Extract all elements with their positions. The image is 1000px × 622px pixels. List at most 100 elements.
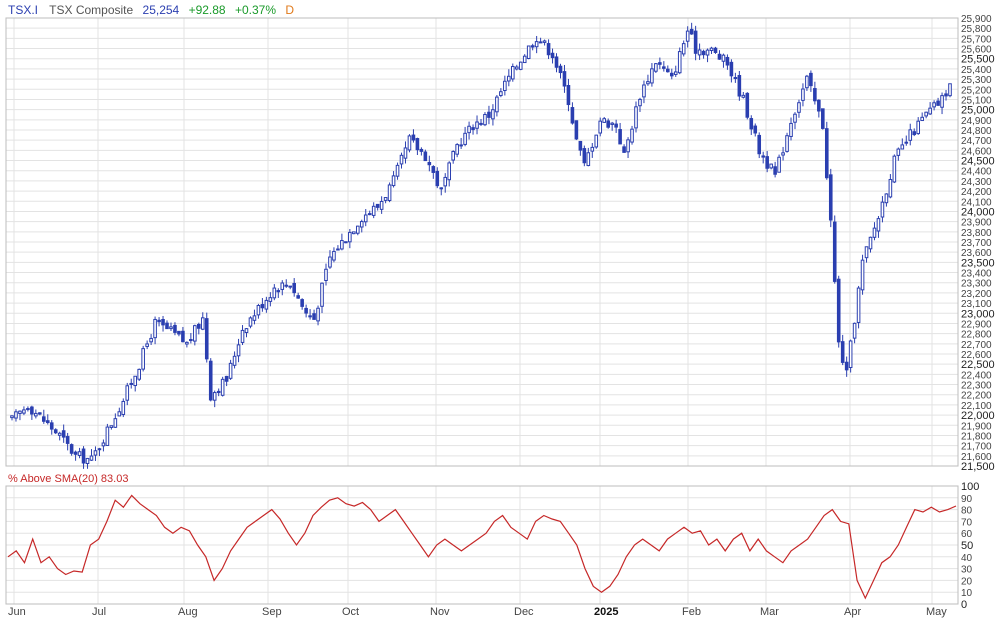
- indicator-tick-label: 50: [961, 540, 973, 552]
- candle-down: [717, 53, 722, 60]
- candle-up: [240, 329, 245, 343]
- candle-up: [491, 109, 495, 120]
- price-tick-label: 25,400: [961, 65, 992, 76]
- price-tick-label: 22,500: [961, 359, 995, 371]
- candle-down: [459, 144, 463, 147]
- candle-down: [554, 56, 559, 68]
- candle-up: [149, 337, 153, 343]
- candle-up: [185, 341, 189, 345]
- period-label[interactable]: D: [285, 3, 294, 17]
- price-change-percent: +0.37%: [235, 3, 276, 17]
- candle-up: [141, 348, 145, 370]
- candle-up: [510, 66, 515, 80]
- candle-up: [586, 152, 591, 167]
- price-tick-label: 24,200: [961, 187, 992, 198]
- candle-down: [157, 319, 161, 323]
- price-tick-label: 24,500: [961, 156, 995, 168]
- candle-up: [793, 113, 797, 123]
- candle-up: [526, 45, 531, 59]
- candle-up: [355, 225, 360, 234]
- candle-up: [268, 297, 273, 302]
- candle-up: [371, 205, 376, 216]
- candle-up: [379, 200, 384, 210]
- candle-down: [53, 429, 58, 434]
- candle-down: [129, 382, 134, 385]
- candle-up: [924, 111, 928, 117]
- candle-down: [204, 318, 209, 360]
- indicator-tick-label: 0: [961, 599, 967, 611]
- candle-up: [801, 88, 805, 101]
- candle-down: [165, 322, 169, 330]
- candle-down: [189, 339, 193, 342]
- candle-down: [558, 65, 563, 74]
- candle-down: [177, 330, 181, 335]
- candle-down: [65, 436, 70, 444]
- indicator-series: [7, 494, 957, 600]
- indicator-label: % Above SMA(20) 83.03: [8, 473, 128, 485]
- price-axis: 21,50021,60021,70021,80021,90022,00022,1…: [961, 14, 995, 473]
- candle-down: [582, 148, 587, 164]
- candle-up: [463, 132, 467, 145]
- candle-down: [824, 128, 829, 179]
- candle-down: [312, 313, 316, 320]
- candle-up: [920, 116, 924, 122]
- candle-up: [916, 120, 921, 135]
- candle-down: [81, 448, 86, 464]
- price-tick-label: 25,900: [961, 14, 992, 25]
- candle-down: [435, 170, 440, 187]
- candle-up: [467, 125, 471, 134]
- candle-down: [487, 111, 491, 118]
- candle-up: [681, 43, 686, 55]
- price-tick-label: 22,200: [961, 391, 992, 402]
- indicator-tick-label: 20: [961, 576, 973, 587]
- candle-down: [562, 71, 567, 87]
- candle-up: [677, 51, 682, 74]
- candle-up: [709, 47, 714, 51]
- candle-down: [292, 282, 296, 294]
- price-tick-label: 25,200: [961, 85, 992, 96]
- candle-down: [550, 52, 555, 59]
- candle-up: [280, 282, 285, 290]
- candle-up: [880, 201, 885, 218]
- candle-down: [61, 430, 66, 438]
- candle-up: [443, 176, 448, 187]
- candle-up: [264, 299, 269, 310]
- price-tick-label: 21,500: [961, 461, 995, 473]
- candle-up: [650, 68, 654, 84]
- candle-down: [662, 66, 666, 69]
- price-tick-label: 25,000: [961, 105, 995, 117]
- candle-up: [212, 392, 217, 401]
- price-tick-label: 24,100: [961, 197, 992, 208]
- candle-up: [105, 426, 110, 446]
- candle-up: [872, 227, 877, 238]
- candle-up: [85, 457, 90, 465]
- candle-down: [828, 174, 833, 221]
- candle-down: [622, 146, 626, 153]
- candle-up: [781, 152, 785, 156]
- candle-down: [30, 406, 34, 415]
- candle-down: [300, 299, 304, 307]
- price-tick-label: 22,700: [961, 340, 992, 351]
- candle-up: [395, 164, 400, 177]
- candle-up: [928, 107, 932, 115]
- month-label: Sep: [262, 606, 282, 618]
- price-tick-label: 23,600: [961, 248, 992, 259]
- candle-down: [296, 295, 300, 299]
- month-label: May: [926, 606, 947, 618]
- candle-up: [602, 118, 607, 123]
- symbol-label[interactable]: TSX.I: [8, 3, 38, 17]
- candle-down: [713, 47, 718, 53]
- candle-up: [256, 304, 261, 316]
- price-tick-label: 23,200: [961, 289, 992, 300]
- candle-down: [415, 138, 420, 151]
- candle-up: [451, 151, 455, 161]
- candle-up: [316, 307, 320, 322]
- candle-up: [387, 184, 392, 201]
- candle-down: [836, 278, 841, 343]
- candle-down: [308, 315, 312, 318]
- candle-up: [14, 411, 18, 419]
- price-tick-label: 24,700: [961, 136, 992, 147]
- candle-down: [606, 120, 610, 128]
- candle-down: [745, 92, 750, 118]
- candle-up: [785, 135, 789, 152]
